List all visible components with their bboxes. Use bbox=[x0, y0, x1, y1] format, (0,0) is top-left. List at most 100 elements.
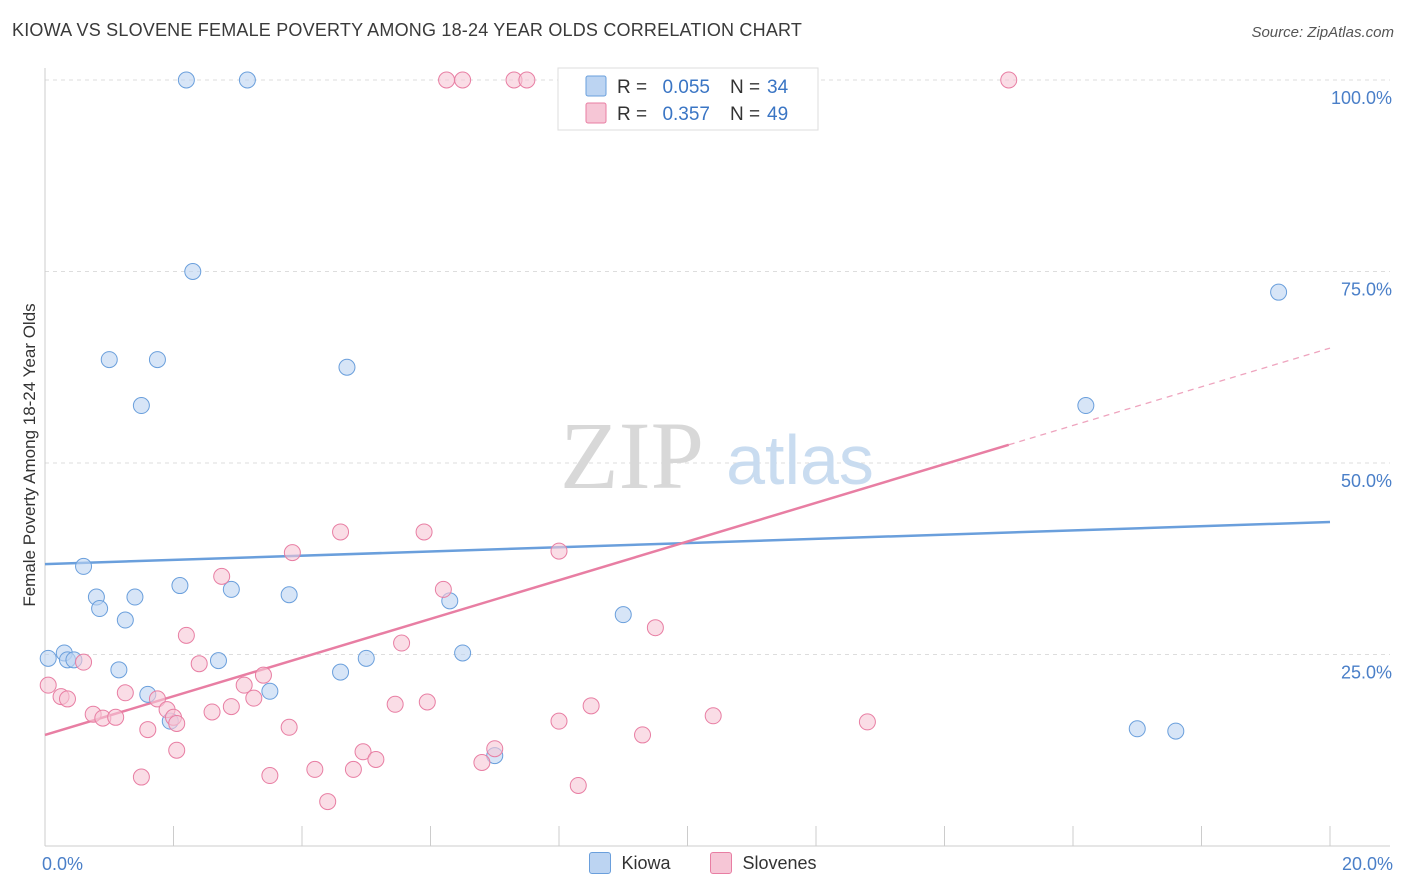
y-tick-label: 100.0% bbox=[1331, 88, 1392, 108]
point-slovenes bbox=[569, 776, 587, 794]
point-slovenes bbox=[415, 523, 433, 541]
watermark-atlas: atlas bbox=[726, 421, 874, 499]
point-slovenes bbox=[222, 698, 240, 716]
point-slovenes bbox=[454, 71, 472, 89]
point-slovenes bbox=[438, 71, 456, 89]
point-slovenes bbox=[254, 666, 272, 684]
axes bbox=[44, 68, 1390, 847]
point-slovenes bbox=[39, 676, 57, 694]
point-slovenes bbox=[704, 707, 722, 725]
point-slovenes bbox=[235, 676, 253, 694]
point-slovenes bbox=[319, 793, 337, 811]
point-slovenes bbox=[245, 689, 263, 707]
point-slovenes bbox=[139, 721, 157, 739]
point-kiowa bbox=[1167, 722, 1185, 740]
point-slovenes bbox=[116, 684, 134, 702]
data-points bbox=[39, 71, 1288, 811]
point-slovenes bbox=[203, 703, 221, 721]
point-slovenes bbox=[386, 695, 404, 713]
point-slovenes bbox=[190, 655, 208, 673]
legend-r-label-slovenes: R = bbox=[617, 104, 647, 125]
point-kiowa bbox=[261, 682, 279, 700]
point-slovenes bbox=[367, 750, 385, 768]
x-tick-label-min: 0.0% bbox=[42, 854, 83, 874]
legend-n-label-kiowa: N = bbox=[730, 77, 760, 98]
watermark-zip: ZIP bbox=[560, 402, 704, 509]
point-slovenes bbox=[306, 760, 324, 778]
point-kiowa bbox=[1128, 720, 1146, 738]
point-kiowa bbox=[280, 586, 298, 604]
point-slovenes bbox=[550, 542, 568, 560]
point-kiowa bbox=[338, 358, 356, 376]
trend-lines bbox=[44, 347, 1331, 737]
legend-swatch-kiowa bbox=[585, 75, 607, 97]
point-slovenes bbox=[434, 580, 452, 598]
point-kiowa bbox=[132, 397, 150, 415]
point-slovenes bbox=[283, 544, 301, 562]
point-kiowa bbox=[75, 557, 93, 575]
legend-n-value-kiowa: 34 bbox=[767, 77, 789, 98]
point-slovenes bbox=[344, 760, 362, 778]
y-tick-label: 25.0% bbox=[1341, 663, 1392, 683]
point-kiowa bbox=[1270, 283, 1288, 301]
point-slovenes bbox=[261, 767, 279, 785]
legend-n-label-slovenes: N = bbox=[730, 104, 760, 125]
point-slovenes bbox=[858, 713, 876, 731]
point-kiowa bbox=[209, 652, 227, 670]
point-slovenes bbox=[58, 690, 76, 708]
point-kiowa bbox=[614, 606, 632, 624]
point-kiowa bbox=[110, 661, 128, 679]
point-slovenes bbox=[473, 754, 491, 772]
point-kiowa bbox=[91, 600, 109, 618]
point-slovenes bbox=[213, 567, 231, 585]
point-kiowa bbox=[126, 588, 144, 606]
tick-labels: 25.0% 50.0% 75.0% 100.0% 0.0% 20.0% bbox=[42, 88, 1393, 874]
point-kiowa bbox=[177, 71, 195, 89]
point-slovenes bbox=[550, 712, 568, 730]
point-slovenes bbox=[107, 708, 125, 726]
legend-swatch-kiowa bbox=[589, 852, 612, 874]
grid-lines bbox=[45, 79, 1390, 655]
point-slovenes bbox=[168, 741, 186, 759]
point-kiowa bbox=[454, 644, 472, 662]
point-slovenes bbox=[646, 619, 664, 637]
point-slovenes bbox=[177, 626, 195, 644]
point-slovenes bbox=[418, 693, 436, 711]
point-slovenes bbox=[168, 714, 186, 732]
legend-swatch-slovenes bbox=[710, 852, 733, 874]
legend-label-kiowa: Kiowa bbox=[621, 852, 671, 873]
point-slovenes bbox=[393, 634, 411, 652]
point-slovenes bbox=[582, 697, 600, 715]
point-slovenes bbox=[75, 653, 93, 671]
point-slovenes bbox=[634, 726, 652, 744]
x-tick-label-max: 20.0% bbox=[1342, 854, 1393, 874]
legend-item-slovenes: Slovenes bbox=[710, 852, 817, 874]
point-kiowa bbox=[100, 351, 118, 369]
point-kiowa bbox=[39, 649, 57, 667]
point-slovenes bbox=[280, 718, 298, 736]
point-slovenes bbox=[486, 740, 504, 758]
point-kiowa bbox=[171, 577, 189, 595]
legend-bottom: Kiowa Slovenes bbox=[0, 852, 1406, 874]
point-slovenes bbox=[1000, 71, 1018, 89]
point-kiowa bbox=[116, 611, 134, 629]
trend-line-extension-slovenes bbox=[1008, 347, 1331, 446]
point-slovenes bbox=[354, 743, 372, 761]
point-kiowa bbox=[222, 580, 240, 598]
point-slovenes bbox=[518, 71, 536, 89]
legend-r-label-kiowa: R = bbox=[617, 77, 647, 98]
point-kiowa bbox=[357, 649, 375, 667]
legend-r-value-slovenes: 0.357 bbox=[662, 104, 710, 125]
chart-title: KIOWA VS SLOVENE FEMALE POVERTY AMONG 18… bbox=[12, 20, 803, 40]
chart-source: Source: ZipAtlas.com bbox=[1251, 24, 1394, 41]
legend-swatch-slovenes bbox=[585, 102, 607, 124]
legend-label-slovenes: Slovenes bbox=[742, 852, 817, 873]
point-slovenes bbox=[148, 690, 166, 708]
point-kiowa bbox=[1077, 397, 1095, 415]
legend-top: R = 0.055 N = 34 R = 0.357 N = 49 bbox=[557, 67, 819, 131]
point-kiowa bbox=[332, 663, 350, 681]
y-tick-label: 50.0% bbox=[1341, 471, 1392, 491]
point-slovenes bbox=[332, 523, 350, 541]
legend-n-value-slovenes: 49 bbox=[767, 104, 788, 125]
